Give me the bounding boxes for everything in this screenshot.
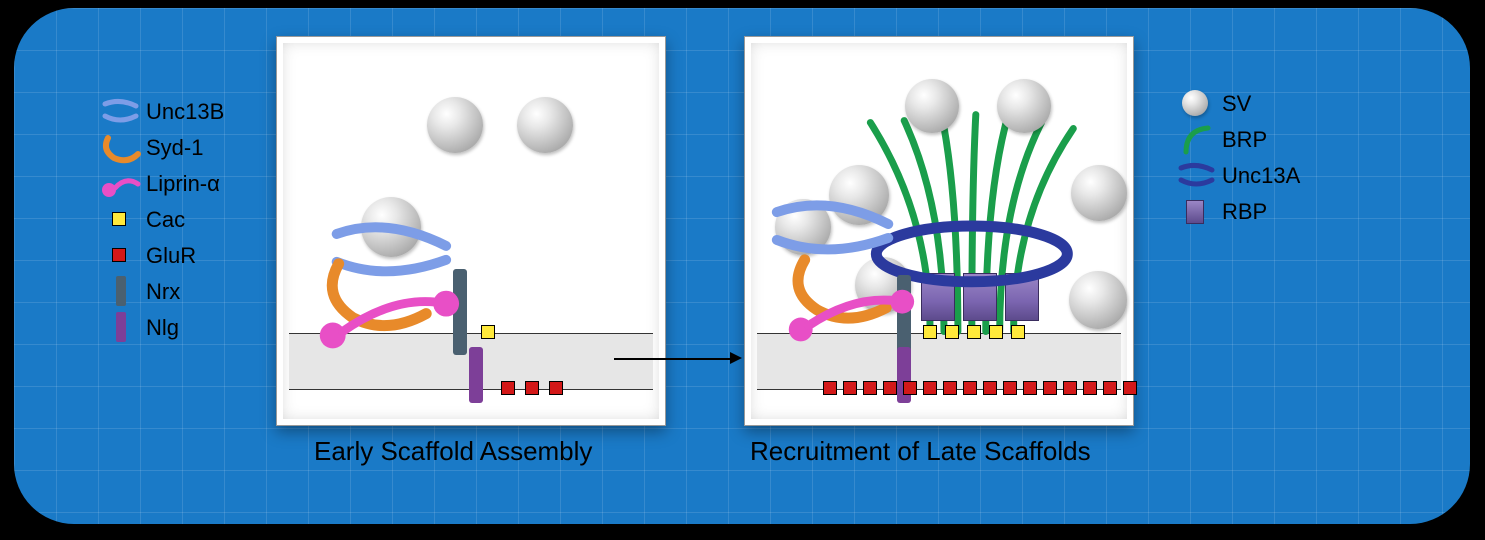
- glur-receptor: [983, 381, 997, 395]
- glur-icon: [100, 238, 142, 274]
- glur-receptor: [963, 381, 977, 395]
- legend-sv: SV: [1176, 86, 1300, 122]
- legend-syd1: Syd-1: [100, 130, 224, 166]
- legend-unc13b: Unc13B: [100, 94, 224, 130]
- glur-receptor: [1103, 381, 1117, 395]
- nrx-protein: [897, 275, 911, 355]
- glur-receptor: [1003, 381, 1017, 395]
- transition-arrow: [614, 358, 730, 360]
- legend-cac: Cac: [100, 202, 224, 238]
- synaptic-vesicle: [775, 199, 831, 255]
- legend-label: Cac: [146, 203, 185, 237]
- brp-icon: [1176, 122, 1218, 158]
- cac-channel: [1011, 325, 1025, 339]
- glur-receptor: [1023, 381, 1037, 395]
- legend-label: SV: [1222, 87, 1251, 121]
- panel-late: [744, 36, 1134, 426]
- nrx-protein: [453, 269, 467, 355]
- legend-glur: GluR: [100, 238, 224, 274]
- glur-receptor: [549, 381, 563, 395]
- glur-receptor: [823, 381, 837, 395]
- legend-liprin: Liprin-α: [100, 166, 224, 202]
- sv-icon: [1176, 86, 1218, 122]
- nlg-icon: [100, 310, 142, 346]
- synaptic-vesicle: [427, 97, 483, 153]
- caption-left: Early Scaffold Assembly: [314, 436, 592, 467]
- legend-unc13a: Unc13A: [1176, 158, 1300, 194]
- legend-label: BRP: [1222, 123, 1267, 157]
- syd1-icon: [100, 130, 142, 166]
- nrx-icon: [100, 274, 142, 310]
- legend-nrx: Nrx: [100, 274, 224, 310]
- arrow-head-icon: [730, 352, 742, 364]
- glur-receptor: [525, 381, 539, 395]
- unc13b-icon: [100, 94, 142, 130]
- rbp-block: [921, 273, 955, 321]
- glur-receptor: [1083, 381, 1097, 395]
- glur-receptor: [1063, 381, 1077, 395]
- rbp-block: [963, 273, 997, 321]
- liprin-icon: [100, 166, 142, 202]
- cac-icon: [100, 202, 142, 238]
- cac-channel: [923, 325, 937, 339]
- synaptic-vesicle: [1071, 165, 1127, 221]
- panel-early: [276, 36, 666, 426]
- glur-receptor: [923, 381, 937, 395]
- glur-receptor: [943, 381, 957, 395]
- presynaptic-membrane: [757, 333, 1121, 334]
- legend-rbp: RBP: [1176, 194, 1300, 230]
- legend-label: Liprin-α: [146, 167, 220, 201]
- unc13a-icon: [1176, 158, 1218, 194]
- legend-label: Unc13B: [146, 95, 224, 129]
- legend-label: Nrx: [146, 275, 180, 309]
- rbp-block: [1005, 273, 1039, 321]
- synaptic-vesicle: [997, 79, 1051, 133]
- legend-label: Unc13A: [1222, 159, 1300, 193]
- synaptic-vesicle: [1069, 271, 1127, 329]
- legend-label: Syd-1: [146, 131, 203, 165]
- presynaptic-membrane: [289, 333, 653, 334]
- legend-label: Nlg: [146, 311, 179, 345]
- glur-receptor: [903, 381, 917, 395]
- legend-label: GluR: [146, 239, 196, 273]
- legend-left: Unc13B Syd-1 Liprin-α Cac: [100, 94, 224, 346]
- main-frame: Unc13B Syd-1 Liprin-α Cac: [14, 8, 1470, 524]
- glur-receptor: [501, 381, 515, 395]
- glur-receptor: [1123, 381, 1137, 395]
- legend-nlg: Nlg: [100, 310, 224, 346]
- legend-brp: BRP: [1176, 122, 1300, 158]
- cac-channel: [481, 325, 495, 339]
- synaptic-vesicle: [517, 97, 573, 153]
- synaptic-vesicle: [361, 197, 421, 257]
- glur-receptor: [883, 381, 897, 395]
- legend-label: RBP: [1222, 195, 1267, 229]
- cac-channel: [967, 325, 981, 339]
- legend-right: SV BRP Unc13A RBP: [1176, 86, 1300, 230]
- synaptic-vesicle: [829, 165, 889, 225]
- cac-channel: [945, 325, 959, 339]
- nlg-protein: [469, 347, 483, 403]
- caption-right: Recruitment of Late Scaffolds: [750, 436, 1091, 467]
- synaptic-vesicle: [905, 79, 959, 133]
- glur-receptor: [863, 381, 877, 395]
- glur-receptor: [1043, 381, 1057, 395]
- rbp-icon: [1176, 194, 1218, 230]
- glur-receptor: [843, 381, 857, 395]
- cac-channel: [989, 325, 1003, 339]
